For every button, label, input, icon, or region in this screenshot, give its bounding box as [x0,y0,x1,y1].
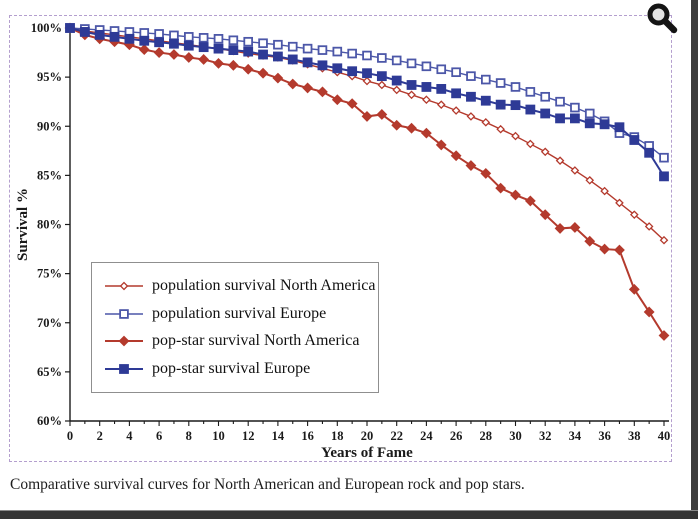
svg-text:85%: 85% [37,168,62,182]
chart-legend: population survival North America populat… [91,262,379,393]
window-edge-bottom [0,510,698,519]
svg-text:32: 32 [539,429,552,443]
svg-text:6: 6 [156,429,162,443]
svg-text:2: 2 [97,429,103,443]
legend-item: pop-star survival Europe [103,359,374,377]
survival-chart: 60%65%70%75%80%85%90%95%100%0 2 4 6 8 10 12 14 1… [15,21,671,461]
open-square-legend-icon [105,308,143,319]
open-diamond-legend-icon [105,282,143,291]
legend-label: population survival North America [152,277,376,295]
svg-text:30: 30 [509,429,522,443]
legend-label: pop-star survival North America [152,332,360,350]
svg-text:Years of Fame: Years of Fame [321,445,413,461]
svg-text:18: 18 [331,429,344,443]
svg-text:100%: 100% [31,21,62,35]
svg-text:24: 24 [420,429,433,443]
svg-text:10: 10 [212,429,225,443]
magnifier-icon[interactable] [645,1,679,35]
svg-text:Survival %: Survival % [15,188,31,261]
svg-text:90%: 90% [37,119,62,133]
svg-text:14: 14 [272,429,285,443]
legend-item: pop-star survival North America [103,333,374,349]
svg-text:12: 12 [242,429,255,443]
legend-label: population survival Europe [152,304,327,322]
svg-text:40: 40 [658,429,671,443]
filled-diamond-legend-icon [105,335,143,347]
figure-frame: 60% 65% 70% 75% 80% 85% 90% 95% 100% 0 2 4 6 8 10 12 14 1… [9,15,672,462]
svg-text:36: 36 [598,429,611,443]
svg-text:28: 28 [480,429,493,443]
svg-text:38: 38 [628,429,641,443]
legend-item: population survival Europe [103,304,374,322]
svg-text:75%: 75% [37,267,62,281]
svg-text:34: 34 [569,429,582,443]
svg-text:22: 22 [390,429,403,443]
svg-text:80%: 80% [37,218,62,232]
legend-label: pop-star survival Europe [152,359,311,377]
svg-text:8: 8 [186,429,192,443]
svg-text:95%: 95% [37,70,62,84]
figure-caption: Comparative survival curves for North Am… [10,476,525,493]
svg-text:16: 16 [301,429,314,443]
svg-text:60%: 60% [37,414,62,428]
svg-text:0: 0 [67,429,73,443]
legend-item: population survival North America [103,277,376,295]
window-edge-right [691,0,698,519]
svg-text:20: 20 [361,429,374,443]
svg-text:26: 26 [450,429,463,443]
svg-text:4: 4 [126,429,133,443]
filled-square-legend-icon [105,363,143,374]
svg-text:70%: 70% [37,316,62,330]
svg-text:65%: 65% [37,365,62,379]
